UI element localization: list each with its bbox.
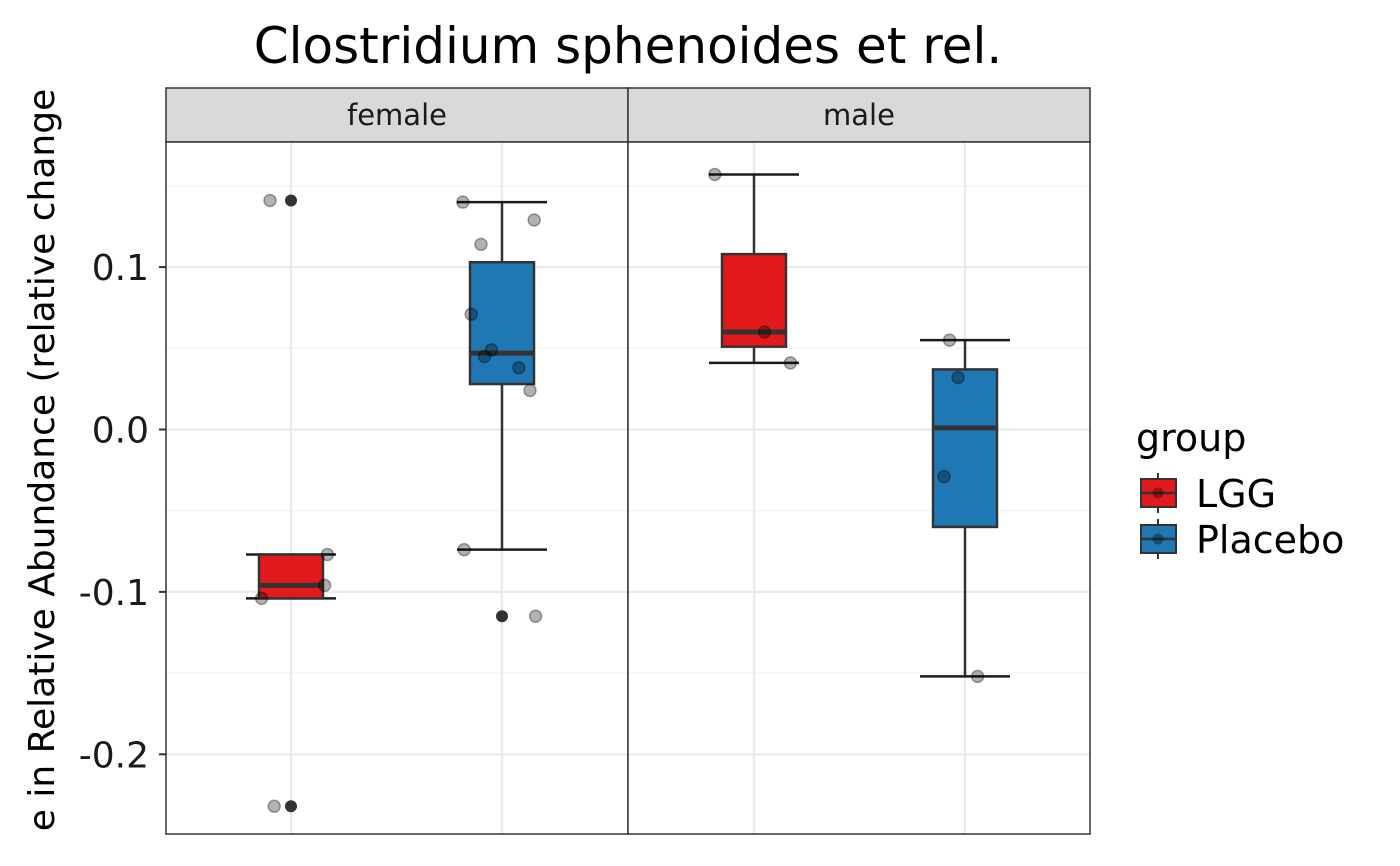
legend-key-placebo: Placebo [1140, 518, 1344, 562]
legend-label-placebo: Placebo [1196, 518, 1344, 562]
jitter-point [528, 609, 543, 624]
panel-background-female [166, 142, 628, 834]
y-axis: 0.1 0.0 -0.1 -0.2 [79, 248, 166, 776]
jitter-point [477, 349, 492, 364]
legend-title: group [1136, 416, 1246, 460]
boxplots-male [708, 167, 1010, 684]
jitter-point [456, 195, 470, 209]
y-tick-label: 0.1 [92, 248, 149, 289]
jitter-point [512, 361, 526, 375]
legend-point [1152, 487, 1164, 499]
jitter-point [457, 542, 471, 557]
legend-label-lgg: LGG [1196, 472, 1276, 516]
panel-female: female [165, 87, 629, 835]
boxplot-lgg [246, 193, 336, 814]
jitter-point [317, 578, 332, 593]
outlier-point [496, 610, 508, 623]
jitter-point [942, 333, 957, 347]
legend-key-lgg: LGG [1140, 472, 1276, 516]
jitter-point [464, 307, 478, 321]
strip-background-female [165, 87, 629, 143]
jitter-point [267, 799, 281, 814]
jitter-point [320, 547, 335, 562]
y-tick-label: 0.0 [92, 411, 149, 452]
strip-label-female: female [347, 98, 447, 132]
jitter-point [263, 193, 277, 208]
jitter-point [474, 237, 488, 252]
panel-male: male [627, 87, 1091, 835]
jitter-point [783, 356, 798, 370]
outlier-point [285, 194, 297, 207]
y-axis-title: e in Relative Abundance (relative change [22, 89, 63, 831]
jitter-point [757, 325, 772, 339]
boxplot-placebo [920, 333, 1010, 684]
box-iqr [257, 553, 325, 600]
jitter-point [708, 167, 722, 182]
boxplots-female [246, 193, 547, 814]
y-tick-label: -0.1 [79, 573, 149, 614]
outlier-point [285, 800, 297, 813]
boxplot-lgg [708, 167, 799, 370]
panel-background-male [628, 142, 1090, 834]
y-tick-label: -0.2 [79, 735, 149, 776]
jitter-point [484, 343, 499, 357]
box-iqr [468, 260, 536, 386]
jitter-point [951, 370, 965, 385]
jitter-point [970, 669, 985, 684]
strip-background-male [627, 87, 1091, 143]
strip-label-male: male [823, 98, 895, 132]
jitter-point [527, 213, 541, 227]
jitter-point [523, 383, 537, 398]
boxplot-placebo [456, 195, 547, 624]
chart-title: Clostridium sphenoides et rel. [254, 17, 1003, 75]
panel-border-male [627, 141, 1091, 835]
legend-point [1152, 533, 1164, 545]
jitter-point [937, 469, 951, 484]
jitter-point [254, 591, 269, 606]
box-iqr [931, 368, 999, 529]
